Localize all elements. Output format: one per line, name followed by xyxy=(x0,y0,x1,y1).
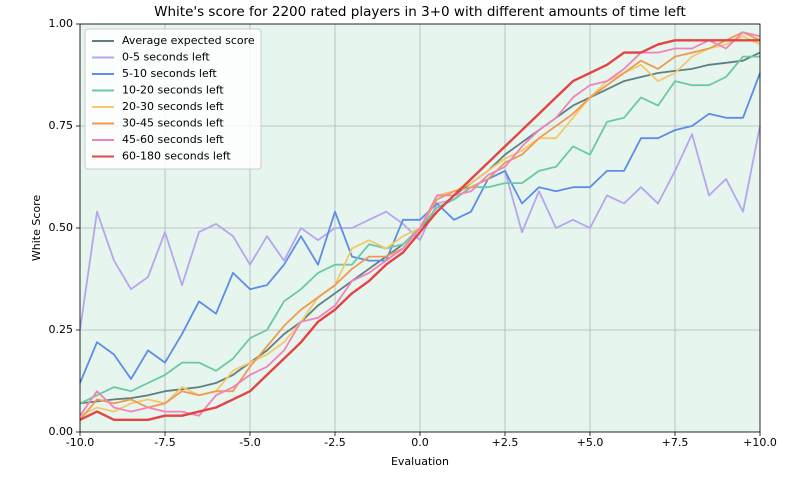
legend-label: 30-45 seconds left xyxy=(122,117,224,130)
x-tick-label: -5.0 xyxy=(239,436,260,449)
x-tick-label: +10.0 xyxy=(743,436,777,449)
legend-label: 0-5 seconds left xyxy=(122,51,210,64)
legend-label: 60-180 seconds left xyxy=(122,150,231,163)
legend-label: Average expected score xyxy=(122,34,255,47)
y-tick-label: 0.75 xyxy=(49,119,74,132)
plot-frame xyxy=(79,23,761,433)
y-axis-label: White Score xyxy=(30,195,43,262)
x-axis-label: Evaluation xyxy=(391,455,449,468)
x-tick-label: +2.5 xyxy=(492,436,519,449)
series-line xyxy=(79,125,761,331)
series-line xyxy=(79,72,761,384)
x-tick-label: -10.0 xyxy=(66,436,94,449)
y-tick-label: 0.00 xyxy=(49,425,74,438)
x-tick-label: +7.5 xyxy=(662,436,689,449)
x-tick-label: +5.0 xyxy=(577,436,604,449)
y-tick-label: 0.25 xyxy=(49,323,74,336)
legend-label: 10-20 seconds left xyxy=(122,84,224,97)
legend-label: 20-30 seconds left xyxy=(122,100,224,113)
x-tick-label: 0.0 xyxy=(411,436,429,449)
x-tick-label: -7.5 xyxy=(154,436,175,449)
x-tick-label: -2.5 xyxy=(324,436,345,449)
legend-label: 5-10 seconds left xyxy=(122,67,217,80)
y-tick-label: 1.00 xyxy=(49,17,74,30)
legend-label: 45-60 seconds left xyxy=(122,133,224,146)
chart-title: White's score for 2200 rated players in … xyxy=(154,4,686,20)
series-line xyxy=(79,31,761,417)
series-line xyxy=(79,39,760,421)
legend: Average expected score 0-5 seconds left 5-… xyxy=(84,28,262,170)
legend-box xyxy=(84,28,262,170)
y-tick-label: 0.50 xyxy=(49,221,74,234)
